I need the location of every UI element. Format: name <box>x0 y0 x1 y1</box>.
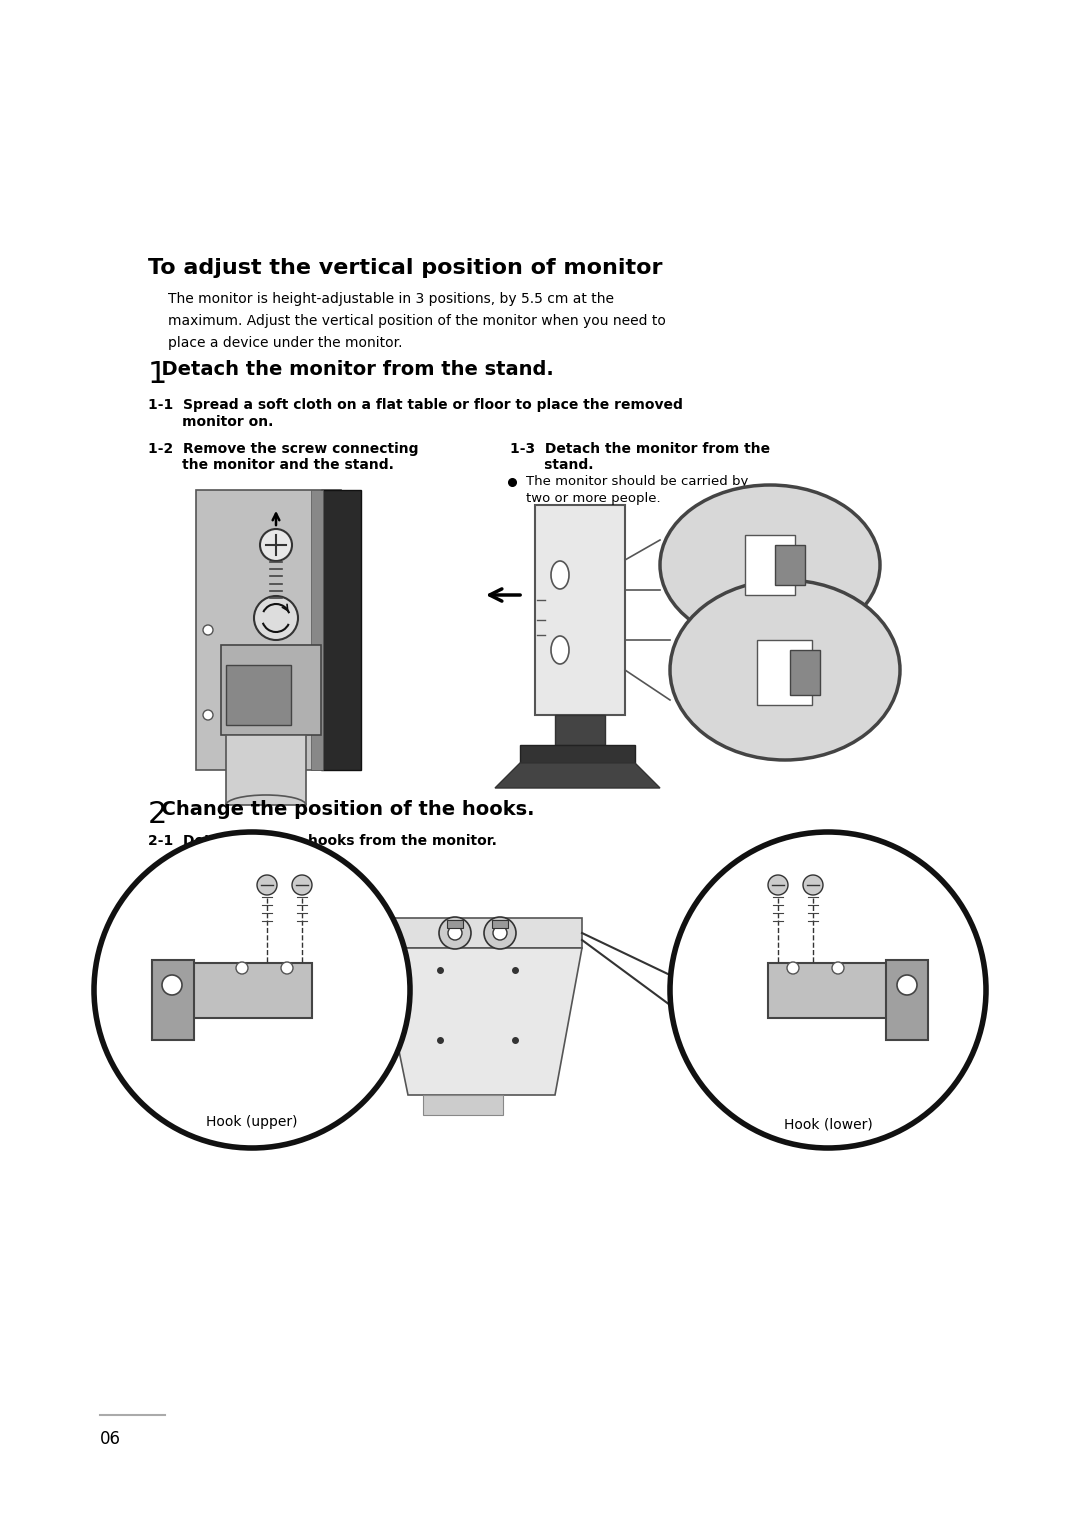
Text: monitor on.: monitor on. <box>148 416 273 429</box>
Bar <box>757 640 812 704</box>
Bar <box>378 918 582 947</box>
Text: maximum. Adjust the vertical position of the monitor when you need to: maximum. Adjust the vertical position of… <box>168 313 666 329</box>
Text: To adjust the vertical position of monitor: To adjust the vertical position of monit… <box>148 258 662 278</box>
Ellipse shape <box>660 484 880 645</box>
Circle shape <box>281 963 293 973</box>
Text: 06: 06 <box>100 1430 121 1449</box>
Ellipse shape <box>551 561 569 588</box>
Text: 2: 2 <box>148 801 167 830</box>
Text: 2-1  Detach the two hooks from the monitor.: 2-1 Detach the two hooks from the monito… <box>148 834 497 848</box>
Ellipse shape <box>551 636 569 665</box>
Text: Change the position of the hooks.: Change the position of the hooks. <box>148 801 535 819</box>
Bar <box>745 535 795 594</box>
Circle shape <box>203 711 213 720</box>
Text: the monitor and the stand.: the monitor and the stand. <box>148 458 394 472</box>
Circle shape <box>484 917 516 949</box>
Circle shape <box>804 876 823 895</box>
Polygon shape <box>378 947 582 1096</box>
Bar <box>221 645 321 735</box>
Text: Hook (lower): Hook (lower) <box>784 1118 873 1132</box>
Bar <box>423 1096 503 1115</box>
Circle shape <box>768 876 788 895</box>
Circle shape <box>832 963 843 973</box>
Circle shape <box>670 833 986 1148</box>
Bar <box>311 490 323 770</box>
Ellipse shape <box>670 581 900 759</box>
Text: two or more people.: two or more people. <box>526 492 661 504</box>
Polygon shape <box>495 762 660 788</box>
Bar <box>321 490 361 770</box>
Bar <box>447 920 463 927</box>
Text: place a device under the monitor.: place a device under the monitor. <box>168 336 403 350</box>
Text: stand.: stand. <box>510 458 594 472</box>
Circle shape <box>787 963 799 973</box>
Circle shape <box>237 963 248 973</box>
Text: 1-1  Spread a soft cloth on a flat table or floor to place the removed: 1-1 Spread a soft cloth on a flat table … <box>148 397 683 413</box>
Circle shape <box>492 926 507 940</box>
Text: Hook (upper): Hook (upper) <box>206 1115 298 1129</box>
Bar <box>226 735 306 805</box>
Bar <box>152 960 194 1041</box>
Text: The monitor should be carried by: The monitor should be carried by <box>526 475 748 487</box>
Bar <box>226 665 291 724</box>
Circle shape <box>203 625 213 636</box>
Circle shape <box>897 975 917 995</box>
Text: 1: 1 <box>148 361 167 390</box>
Bar <box>789 649 820 695</box>
Circle shape <box>257 876 276 895</box>
Bar <box>492 920 508 927</box>
Bar <box>195 490 341 770</box>
Bar <box>775 545 805 585</box>
Text: 1-3  Detach the monitor from the: 1-3 Detach the monitor from the <box>510 442 770 455</box>
Bar <box>555 715 605 746</box>
Circle shape <box>162 975 183 995</box>
Text: 1-2  Remove the screw connecting: 1-2 Remove the screw connecting <box>148 442 419 455</box>
Text: Detach the monitor from the stand.: Detach the monitor from the stand. <box>148 361 554 379</box>
Bar <box>192 963 312 1018</box>
Circle shape <box>260 529 292 561</box>
Circle shape <box>254 596 298 640</box>
Bar <box>535 504 625 715</box>
Bar <box>768 963 888 1018</box>
Circle shape <box>448 926 462 940</box>
Circle shape <box>292 876 312 895</box>
Bar <box>519 746 635 762</box>
Bar <box>886 960 928 1041</box>
Circle shape <box>94 833 410 1148</box>
Circle shape <box>438 917 471 949</box>
Text: The monitor is height-adjustable in 3 positions, by 5.5 cm at the: The monitor is height-adjustable in 3 po… <box>168 292 615 306</box>
